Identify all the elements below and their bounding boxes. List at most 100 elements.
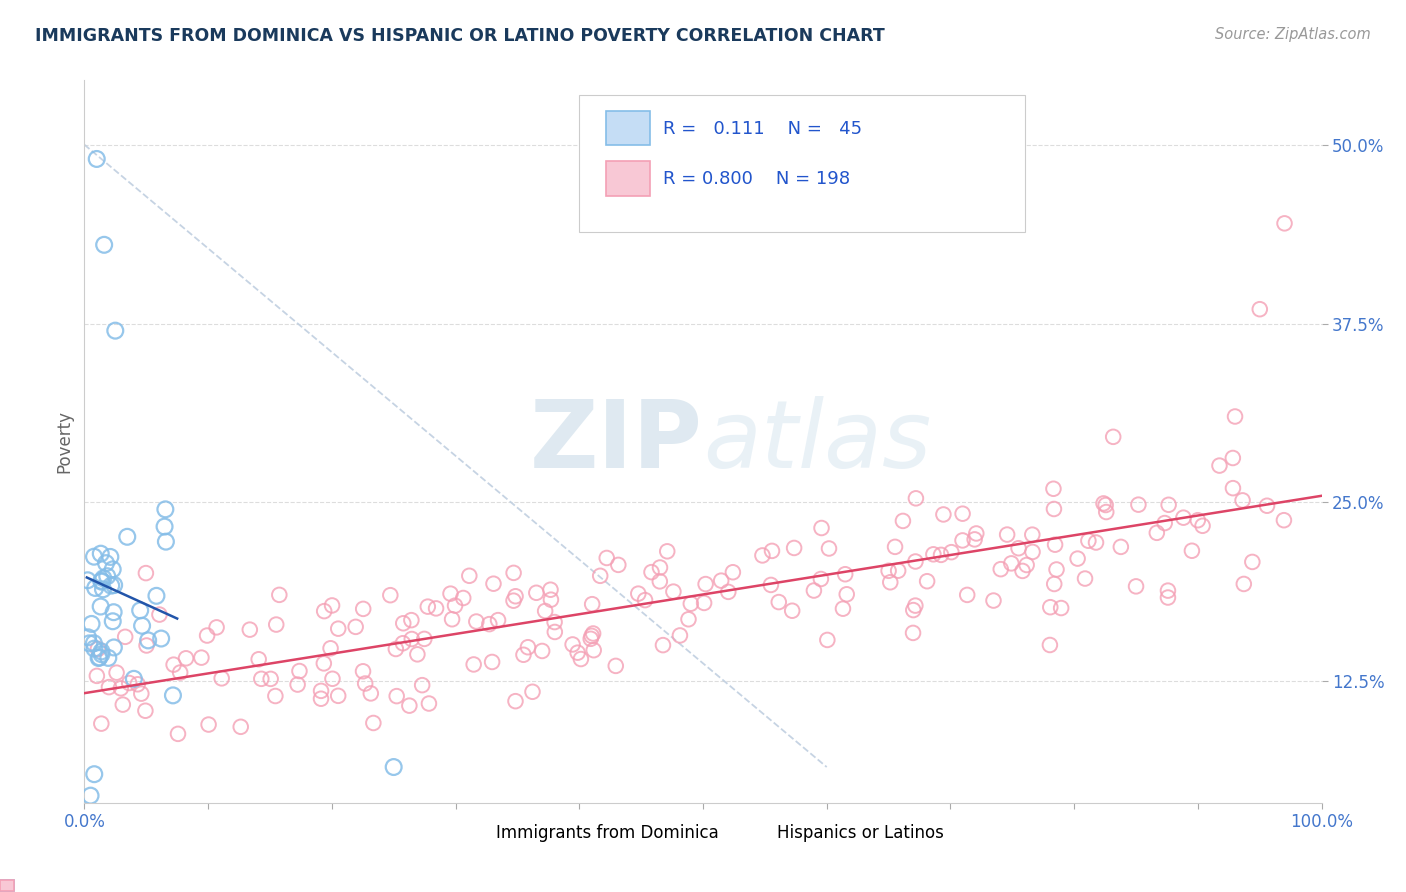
Point [319,641,342,656]
Point [1208,458,1230,473]
Point [579,632,602,646]
Point [901,626,924,640]
Point [131,619,153,633]
Point [463,657,485,672]
Point [229,720,252,734]
Point [884,540,907,554]
Text: R =   0.111    N =   45: R = 0.111 N = 45 [664,120,862,137]
Point [581,629,603,643]
Point [136,633,159,648]
Point [1173,510,1195,524]
Point [117,530,139,544]
Point [90,644,112,658]
Point [444,599,467,613]
Point [97,651,120,665]
Point [93,571,115,585]
Point [239,623,262,637]
Point [627,587,650,601]
Point [87,651,110,665]
Point [582,643,605,657]
Point [605,659,627,673]
Point [103,605,125,619]
Point [481,655,503,669]
Text: Source: ZipAtlas.com: Source: ZipAtlas.com [1215,27,1371,42]
Point [932,508,955,522]
Point [1074,572,1097,586]
Point [810,572,832,586]
Point [983,593,1005,607]
Point [398,698,420,713]
Point [1241,555,1264,569]
Point [516,640,538,655]
Point [90,647,112,661]
Point [79,789,101,803]
Point [1045,562,1067,576]
Point [965,526,987,541]
FancyBboxPatch shape [579,95,1025,232]
Point [103,578,125,592]
Point [589,569,612,583]
Point [815,632,838,647]
Point [903,603,925,617]
Point [1066,551,1088,566]
Point [111,698,134,712]
Point [1095,505,1118,519]
Point [321,672,343,686]
Point [1043,502,1066,516]
FancyBboxPatch shape [606,111,650,145]
Point [153,519,176,533]
Point [103,640,125,655]
Point [810,521,832,535]
Point [288,664,311,678]
Point [1050,601,1073,615]
Point [80,616,103,631]
Point [101,614,124,628]
Point [269,588,291,602]
Point [458,568,481,582]
Point [1125,579,1147,593]
Y-axis label: Poverty: Poverty [55,410,73,473]
Point [344,620,367,634]
Point [401,613,423,627]
Point [502,593,524,607]
Point [392,616,415,631]
Point [502,566,524,580]
Point [411,678,433,692]
Point [174,651,197,665]
Point [648,574,671,589]
Point [250,672,273,686]
Point [101,562,124,576]
Point [83,767,105,781]
Point [1039,638,1062,652]
Point [385,689,408,703]
Point [759,578,782,592]
Point [956,588,979,602]
Point [582,626,605,640]
Point [1039,600,1062,615]
Point [478,617,501,632]
Point [380,588,402,602]
Point [122,672,145,686]
Point [662,584,685,599]
Point [877,564,900,578]
Point [86,152,108,166]
Point [83,636,105,650]
Point [679,597,702,611]
Point [1085,535,1108,549]
Point [1157,591,1180,605]
Point [640,565,662,579]
Point [1256,499,1278,513]
Point [768,595,790,609]
Point [544,624,567,639]
Point [524,586,547,600]
Point [1011,564,1033,578]
Point [818,541,841,556]
Point [77,630,100,644]
Point [425,601,447,615]
Point [1232,493,1254,508]
Point [751,549,773,563]
Point [195,628,218,642]
Point [1272,513,1295,527]
Point [1187,513,1209,527]
Point [561,637,583,651]
